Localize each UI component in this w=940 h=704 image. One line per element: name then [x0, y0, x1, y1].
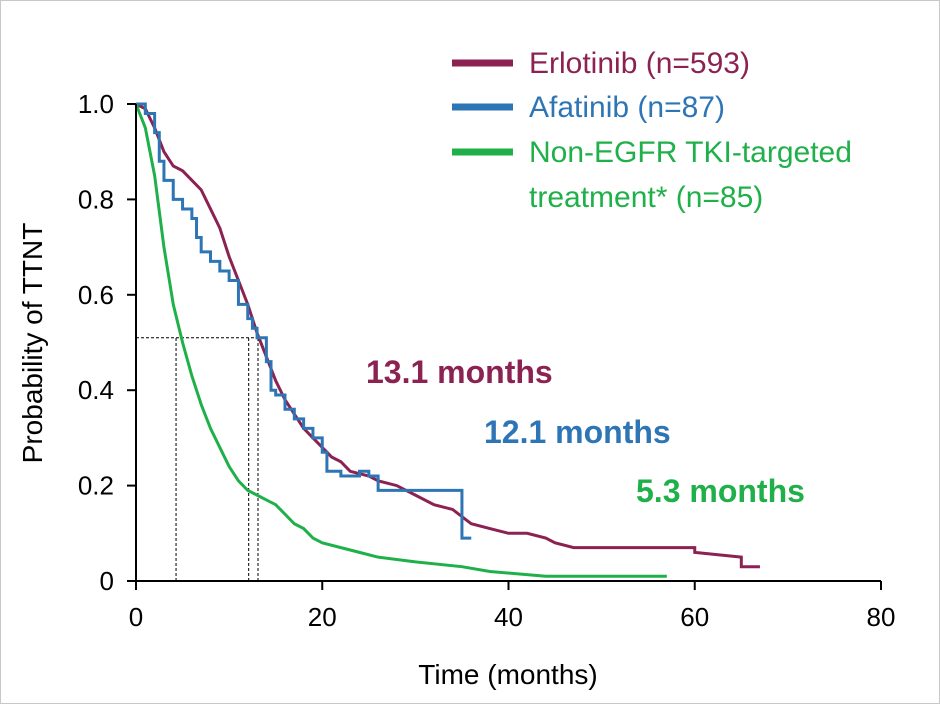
- legend: Erlotinib (n=593) Afatinib (n=87) Non-EGFR…: [452, 47, 852, 214]
- median-annotations: 13.1 months 12.1 months 5.3 months: [366, 354, 805, 509]
- legend-label: treatment* (n=85): [529, 181, 763, 214]
- legend-label: Erlotinib (n=593): [529, 47, 750, 80]
- y-tick-label: 1.0: [78, 89, 114, 119]
- y-axis-title: Probability of TTNT: [17, 223, 48, 464]
- y-tick-label: 0.8: [78, 184, 114, 214]
- y-tick-label: 0.6: [78, 280, 114, 310]
- x-tick-label: 40: [494, 602, 523, 632]
- x-tick-label: 20: [308, 602, 337, 632]
- y-tick-label: 0.2: [78, 471, 114, 501]
- x-tick-label: 0: [129, 602, 143, 632]
- median-label: 13.1 months: [366, 354, 553, 390]
- median-reference-lines: [136, 337, 259, 581]
- x-tick-label: 80: [867, 602, 896, 632]
- legend-label: Non-EGFR TKI-targeted: [529, 136, 852, 169]
- survival-curves: [134, 102, 760, 578]
- x-tick-label: 60: [680, 602, 709, 632]
- y-tick-label: 0: [100, 566, 114, 596]
- series-line-3: [134, 103, 667, 578]
- series-line-2: [136, 102, 472, 540]
- y-tick-label: 0.4: [78, 375, 114, 405]
- x-axis-title: Time (months): [418, 659, 597, 690]
- axis-ticks: 0 20 40 60 80 0 0.2 0.4 0.6 0.8 1.0: [78, 89, 896, 632]
- axes: [135, 104, 881, 582]
- legend-label: Afatinib (n=87): [529, 91, 725, 124]
- median-label: 12.1 months: [484, 414, 671, 450]
- median-label: 5.3 months: [636, 473, 805, 509]
